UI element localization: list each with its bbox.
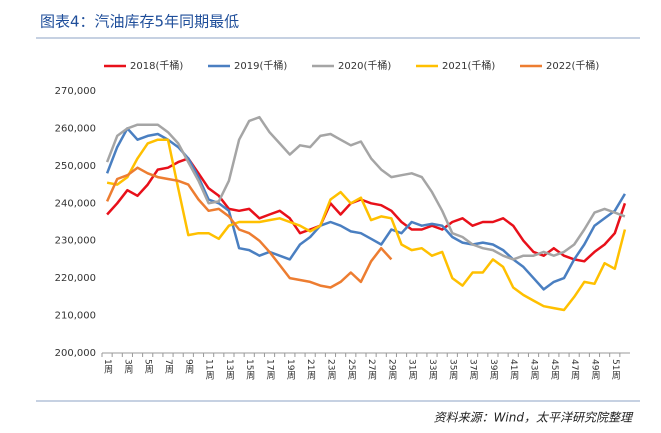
x-tick-label: 37周 [468, 359, 479, 380]
x-tick-label: 9周 [183, 359, 194, 375]
y-tick-label: 230,000 [55, 236, 96, 247]
source-note: 资料来源：Wind，太平洋研究院整理 [434, 411, 634, 425]
y-tick-label: 260,000 [55, 123, 96, 134]
x-tick-label: 51周 [610, 359, 621, 380]
x-tick-label: 13周 [224, 359, 235, 380]
x-tick-label: 11周 [204, 359, 215, 380]
x-tick-label: 27周 [366, 359, 377, 380]
y-tick-label: 270,000 [55, 86, 96, 97]
x-tick-label: 5周 [143, 359, 154, 375]
x-tick-label: 25周 [346, 359, 357, 380]
x-tick-label: 39周 [488, 359, 499, 380]
x-tick-label: 1周 [102, 359, 113, 375]
x-tick-label: 31周 [407, 359, 418, 380]
x-tick-label: 47周 [569, 359, 580, 380]
series-line [105, 115, 626, 261]
x-tick-label: 15周 [244, 359, 255, 380]
x-tick-label: 23周 [325, 359, 336, 380]
legend-label: 2021(千桶) [442, 59, 495, 72]
x-tick-label: 43周 [529, 359, 540, 380]
x-tick-label: 41周 [508, 359, 519, 380]
x-tick-label: 33周 [427, 359, 438, 380]
x-tick-label: 45周 [549, 359, 560, 380]
series-line [106, 138, 627, 312]
y-tick-label: 240,000 [55, 198, 96, 209]
x-tick-label: 21周 [305, 359, 316, 380]
series-line [105, 166, 393, 289]
chart-title: 图表4：汽油库存5年同期最低 [40, 13, 239, 31]
y-tick-label: 220,000 [55, 273, 96, 284]
x-tick-label: 19周 [285, 359, 296, 380]
y-tick-label: 210,000 [55, 311, 96, 322]
x-tick-label: 35周 [447, 359, 458, 380]
legend-label: 2018(千桶) [130, 59, 183, 72]
series-line [105, 127, 626, 291]
legend-label: 2020(千桶) [338, 59, 391, 72]
y-tick-label: 250,000 [55, 161, 96, 172]
legend-label: 2022(千桶) [546, 59, 599, 72]
x-tick-label: 3周 [122, 359, 133, 375]
x-tick-label: 7周 [163, 359, 174, 375]
x-tick-label: 49周 [589, 359, 600, 380]
legend-label: 2019(千桶) [234, 59, 287, 72]
x-tick-label: 17周 [265, 359, 276, 380]
y-tick-label: 200,000 [55, 348, 96, 359]
x-tick-label: 29周 [386, 359, 397, 380]
